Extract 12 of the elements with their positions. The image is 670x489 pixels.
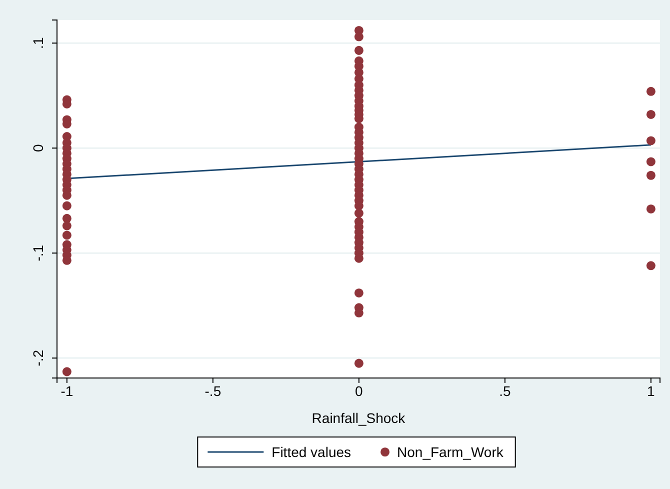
y-tick-label: 0: [30, 144, 46, 152]
y-tick-label: -.1: [30, 244, 46, 262]
x-axis-title: Rainfall_Shock: [312, 410, 406, 426]
y-tick-label: -.2: [30, 350, 46, 366]
legend-label: Non_Farm_Work: [397, 444, 504, 460]
y-tick-label: .1: [30, 37, 46, 49]
x-tick-label: 1: [647, 382, 656, 399]
x-tick-label: .5: [499, 382, 511, 399]
x-tick-label: -1: [60, 382, 74, 399]
x-tick-label: -.5: [204, 382, 222, 399]
legend-label: Fitted values: [272, 444, 352, 460]
x-tick-label: 0: [355, 382, 364, 399]
